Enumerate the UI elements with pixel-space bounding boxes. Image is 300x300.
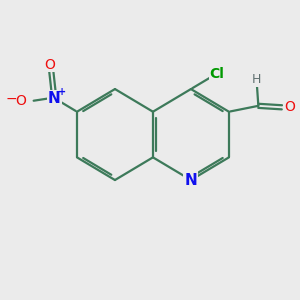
Text: H: H <box>252 73 262 86</box>
Text: O: O <box>284 100 295 114</box>
Text: +: + <box>58 87 66 97</box>
Text: N: N <box>184 172 197 188</box>
Text: O: O <box>44 58 55 71</box>
Text: N: N <box>48 91 61 106</box>
Text: −: − <box>5 92 17 106</box>
Text: O: O <box>15 94 26 108</box>
Text: Cl: Cl <box>209 67 224 80</box>
